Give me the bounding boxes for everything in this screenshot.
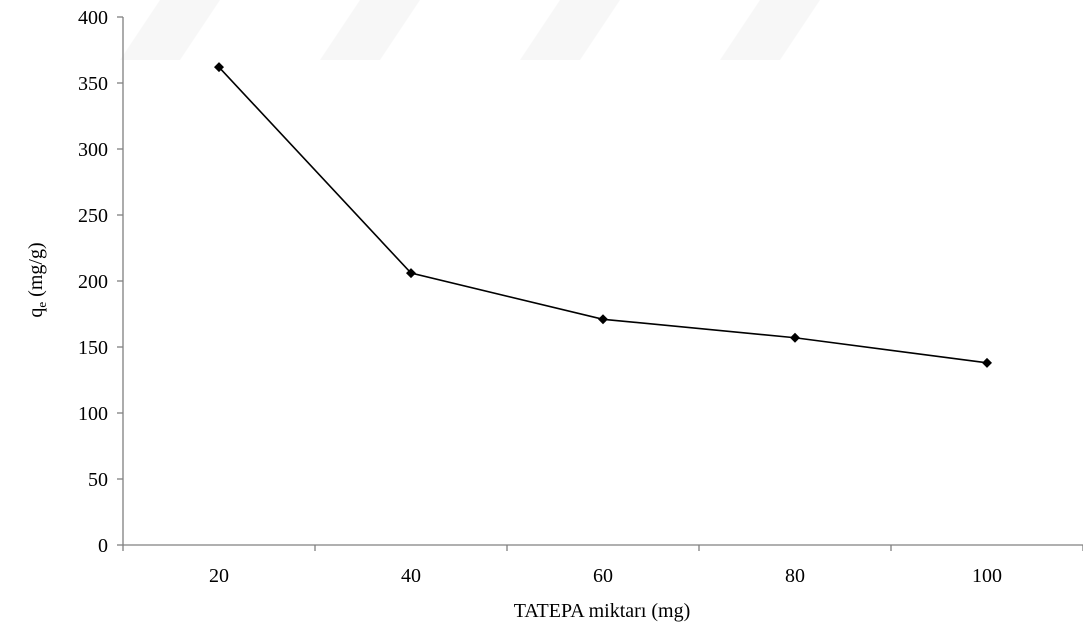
axes	[122, 17, 1083, 546]
data-point-marker	[598, 314, 608, 325]
y-tick-label: 200	[78, 271, 108, 293]
x-tick-label: 40	[401, 565, 421, 587]
x-axis-title: TATEPA miktarı (mg)	[514, 600, 691, 622]
data-point-marker	[406, 268, 416, 279]
y-tick-label: 50	[88, 469, 108, 491]
data-point-marker	[214, 62, 224, 73]
y-tick-label: 100	[78, 403, 108, 425]
y-tick-label: 350	[78, 73, 108, 95]
y-axis-title-main: q	[25, 308, 47, 318]
y-tick-label: 250	[78, 205, 108, 227]
y-axis-title-subscript: e	[34, 302, 49, 308]
data-point-marker	[790, 332, 800, 343]
y-tick-label: 0	[98, 535, 108, 557]
x-tick-label: 60	[593, 565, 613, 587]
x-axis-ticks: 20 40 60 80 100	[122, 545, 1083, 587]
y-tick-label: 300	[78, 139, 108, 161]
watermark	[120, 0, 820, 60]
series-layer	[214, 62, 992, 368]
x-tick-label: 80	[785, 565, 805, 587]
y-axis-title-unit: (mg/g)	[25, 242, 47, 301]
y-tick-label: 150	[78, 337, 108, 359]
x-tick-label: 20	[209, 565, 229, 587]
data-point-marker	[982, 357, 992, 368]
y-tick-label: 400	[78, 7, 108, 29]
y-axis-title: qe (mg/g)	[25, 242, 49, 317]
x-tick-label: 100	[972, 565, 1002, 587]
y-axis-ticks: 0 50 100 150 200 250 300 350 400	[78, 7, 123, 557]
